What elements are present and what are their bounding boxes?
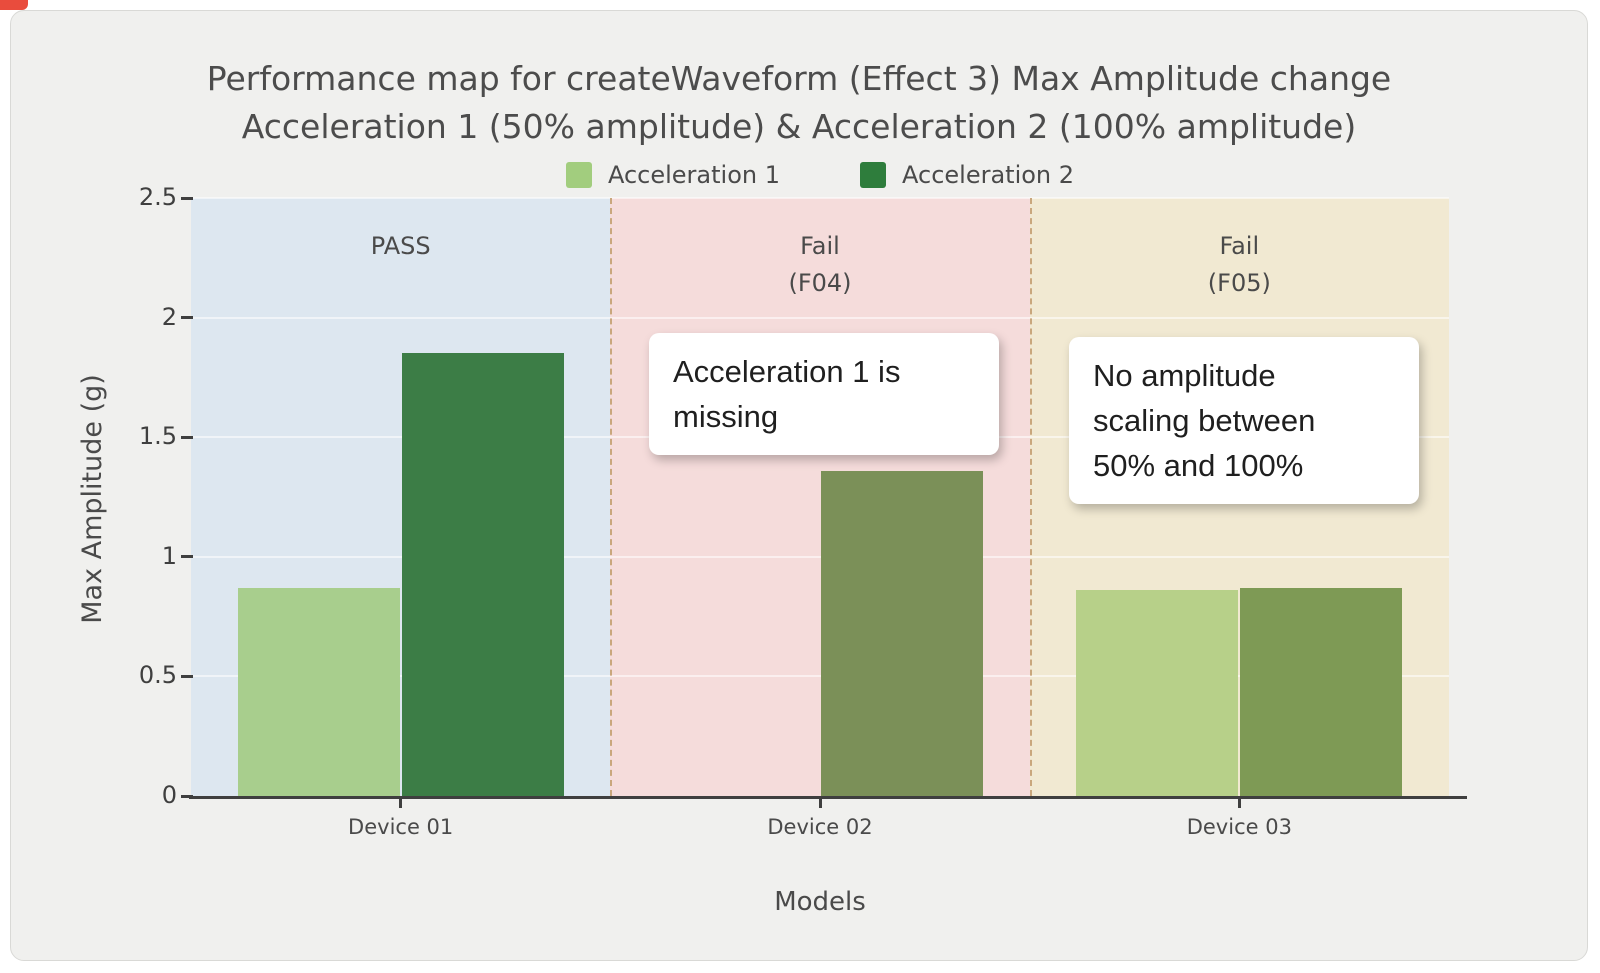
y-tick-label: 1.5 <box>138 422 177 451</box>
gridline <box>191 675 1449 678</box>
y-tick-label: 1 <box>161 541 177 570</box>
zone-label-0: PASS <box>370 232 431 260</box>
chart-card: Performance map for createWaveform (Effe… <box>10 10 1588 961</box>
y-tick-mark <box>181 555 193 559</box>
zone-label-1: Fail (F04) <box>788 232 852 297</box>
chart-title-line2: Acceleration 1 (50% amplitude) & Acceler… <box>241 107 1357 146</box>
legend-item-acceleration-1: Acceleration 1 <box>565 161 780 189</box>
legend-label-acceleration-2: Acceleration 2 <box>902 161 1075 189</box>
gridline <box>191 197 1449 199</box>
bar-acceleration-2-device-02 <box>821 470 983 796</box>
chart-title-line1: Performance map for createWaveform (Effe… <box>206 59 1392 98</box>
x-tick-mark <box>1237 799 1241 808</box>
y-tick-mark <box>181 316 193 320</box>
y-tick-label: 2.5 <box>138 183 177 211</box>
y-tick-label: 0 <box>161 781 177 809</box>
y-tick-mark <box>181 674 193 678</box>
annotation-callout-2: No amplitude scaling between 50% and 100% <box>1069 337 1419 504</box>
y-tick-mark <box>181 196 193 200</box>
legend-swatch-acceleration-2 <box>860 162 886 188</box>
legend-label-acceleration-1: Acceleration 1 <box>607 161 780 189</box>
y-axis-title: Max Amplitude (g) <box>77 374 108 624</box>
gridline <box>191 555 1449 558</box>
legend-item-acceleration-2: Acceleration 2 <box>860 161 1074 189</box>
x-axis-line <box>189 796 1467 799</box>
annotation-callout-1: Acceleration 1 is missing <box>649 333 999 455</box>
bar-acceleration-1-device-03 <box>1076 590 1239 796</box>
zone-label-2: Fail (F05) <box>1207 232 1271 297</box>
zone-separator <box>1029 198 1032 796</box>
y-tick-label: 2 <box>161 302 177 331</box>
zone-separator <box>610 198 613 796</box>
x-tick-label-device-01: Device 01 <box>348 815 454 839</box>
y-tick-mark <box>181 794 193 798</box>
x-tick-label-device-02: Device 02 <box>767 815 873 839</box>
x-tick-mark <box>399 799 403 808</box>
screen-corner-artifact <box>0 0 28 10</box>
gridline <box>191 316 1449 319</box>
chart-title: Performance map for createWaveform (Effe… <box>11 55 1587 151</box>
y-tick-mark <box>181 435 193 439</box>
bar-acceleration-2-device-01 <box>401 353 564 796</box>
x-tick-label-device-03: Device 03 <box>1186 815 1292 839</box>
bar-acceleration-2-device-03 <box>1240 587 1403 796</box>
legend-swatch-acceleration-1 <box>565 162 592 188</box>
chart-legend: Acceleration 1 Acceleration 2 <box>191 161 1449 189</box>
bar-acceleration-1-device-01 <box>237 587 400 796</box>
x-tick-mark <box>818 799 822 808</box>
x-axis-title: Models <box>774 887 866 917</box>
y-tick-label: 0.5 <box>138 661 177 690</box>
